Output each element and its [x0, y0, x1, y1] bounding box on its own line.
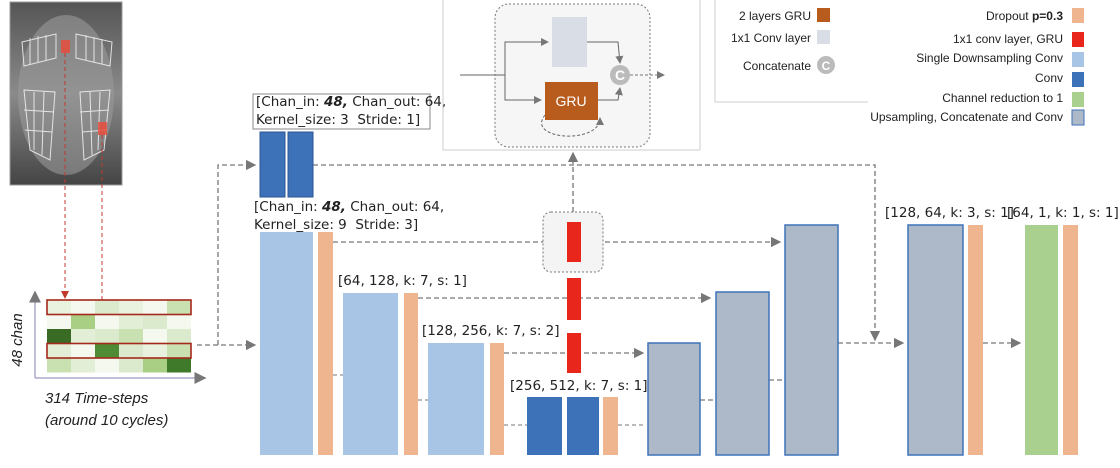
decoder [648, 225, 1078, 455]
concat-symbol: C [615, 67, 625, 83]
heat-cell [167, 358, 191, 373]
legend-label: Conv [1035, 71, 1063, 85]
heat-cell [143, 300, 167, 315]
heat-cell [47, 329, 71, 344]
legend-label: 1x1 conv layer, GRU [953, 32, 1063, 46]
input-heatmap [47, 300, 191, 373]
heat-cell [71, 344, 95, 359]
heat-cell [119, 329, 143, 344]
heat-cell [47, 300, 71, 315]
legend-symbol: C [822, 59, 831, 73]
heat-cell [119, 344, 143, 359]
diagram: 48 chan 314 Time-steps (around 10 cycles… [0, 0, 1120, 463]
label-part: 48, [321, 199, 346, 215]
heat-cell [71, 315, 95, 330]
heat-cell [119, 358, 143, 373]
heat-cell [119, 300, 143, 315]
legend-label: Single Downsampling Conv [916, 51, 1063, 65]
heat-cell [167, 300, 191, 315]
legend-part: p=0.3 [1032, 9, 1063, 23]
time-note: (around 10 cycles) [45, 412, 168, 429]
heat-cell [167, 315, 191, 330]
heat-cell [143, 358, 167, 373]
channels-label: 48 chan [9, 313, 26, 366]
heat-cell [167, 344, 191, 359]
heat-cell [47, 344, 71, 359]
legend-right [1072, 8, 1084, 125]
legend-label: Concatenate [743, 59, 811, 73]
layer-label: [256, 512, k: 7, s: 1] [510, 378, 648, 394]
layer-label: Kernel_size: 9 Stride: 3] [254, 217, 418, 233]
label-part: 48, [323, 94, 348, 110]
layer-label: [Chan_in: 48, Chan_out: 64, [256, 94, 446, 110]
layer-label: [128, 256, k: 7, s: 2] [422, 323, 560, 339]
legend-label: 2 layers GRU [739, 9, 811, 23]
legend-label: Upsampling, Concatenate and Conv [870, 110, 1063, 124]
label-part: Chan_out: 64, [346, 199, 444, 215]
heat-cell [47, 315, 71, 330]
heat-cell [71, 300, 95, 315]
heat-cell [71, 329, 95, 344]
label-part: [Chan_in: [254, 199, 322, 215]
legend-label: 1x1 Conv layer [731, 31, 811, 45]
heat-cell [143, 344, 167, 359]
layer-label: [Chan_in: 48, Chan_out: 64, [254, 199, 444, 215]
layer-label: [128, 64, k: 3, s: 1] [885, 205, 1014, 221]
legend-label: Channel reduction to 1 [942, 91, 1063, 105]
heat-cell [71, 358, 95, 373]
layer-label: [64, 1, k: 1, s: 1] [1007, 205, 1119, 221]
heat-cell [167, 329, 191, 344]
heat-cell [95, 315, 119, 330]
heat-cell [119, 315, 143, 330]
label-part: Chan_out: 64, [348, 94, 446, 110]
heat-cell [95, 358, 119, 373]
heat-cell [95, 300, 119, 315]
gru-module [443, 0, 700, 150]
layer-label: Kernel_size: 3 Stride: 1] [256, 112, 420, 128]
encoder [260, 132, 618, 455]
time-label: 314 Time-steps [45, 390, 149, 407]
heat-cell [47, 358, 71, 373]
face-image [10, 2, 122, 341]
gru-label: GRU [555, 93, 586, 109]
label-part: [Chan_in: [256, 94, 324, 110]
heat-cell [143, 315, 167, 330]
legend-part: Dropout [986, 9, 1032, 23]
layer-label: [64, 128, k: 7, s: 1] [338, 273, 467, 289]
heat-cell [143, 329, 167, 344]
heat-cell [95, 329, 119, 344]
legend-label: Dropout p=0.3 [986, 9, 1063, 23]
heat-cell [95, 344, 119, 359]
